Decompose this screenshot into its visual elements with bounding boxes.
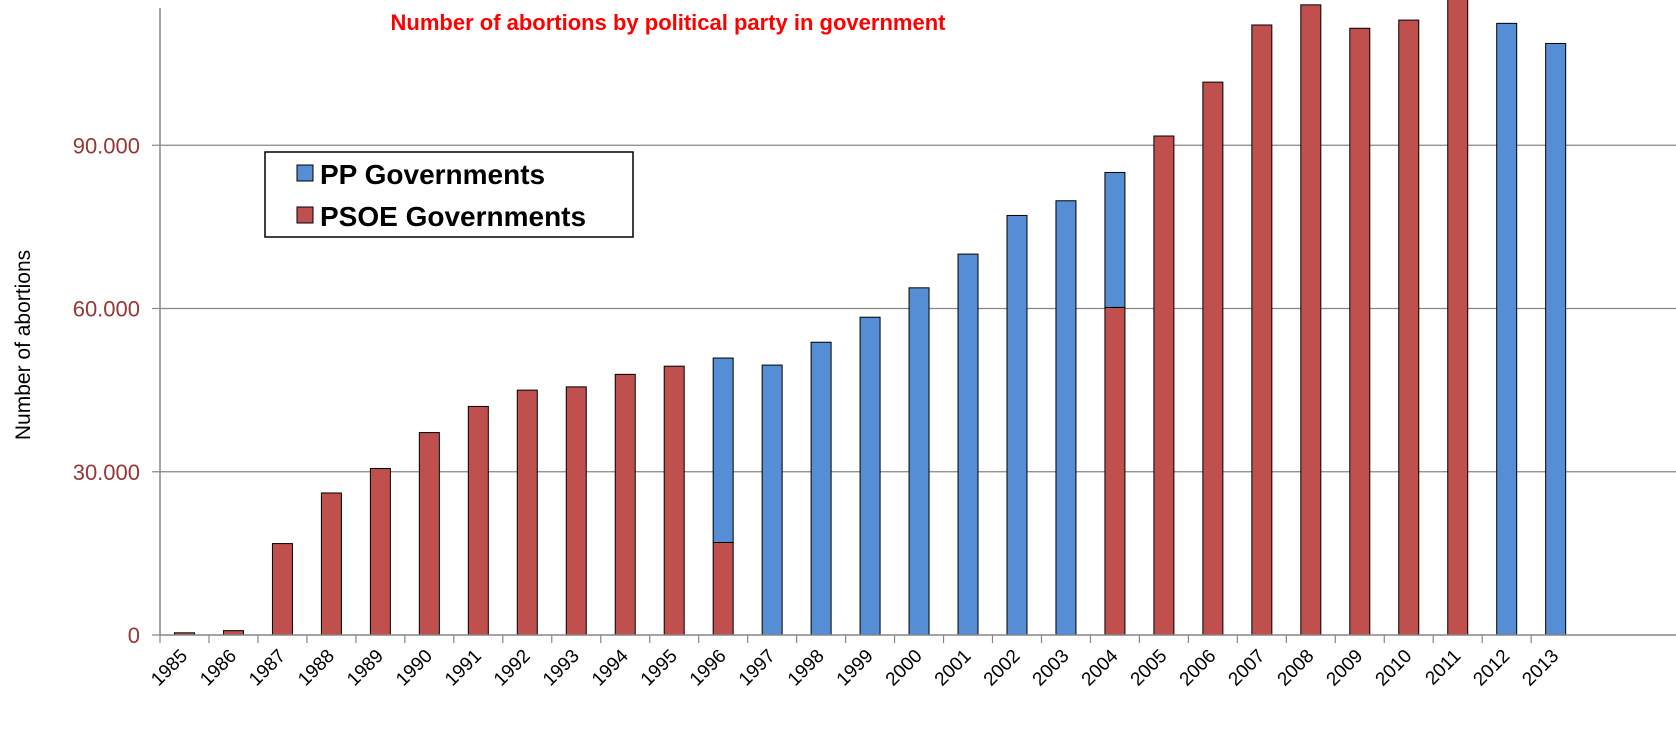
x-tick-label: 2012 <box>1469 646 1514 691</box>
bar-psoe-1989 <box>369 467 391 636</box>
bar-psoe-1991 <box>467 405 489 636</box>
x-tick-label: 1998 <box>784 646 829 691</box>
x-tick-label: 1996 <box>686 646 731 691</box>
x-tick-label: 2008 <box>1274 646 1319 691</box>
bar-psoe-2006 <box>1202 81 1224 636</box>
x-tick-label: 2004 <box>1078 645 1123 690</box>
bar-psoe-1992 <box>516 389 538 636</box>
bar-psoe-1993 <box>565 386 587 636</box>
bar-psoe-1987 <box>271 543 293 636</box>
x-tick-label: 1993 <box>539 646 584 691</box>
bar-psoe-2011 <box>1447 0 1469 636</box>
bar-pp-2004 <box>1104 171 1126 308</box>
x-tick-label: 2010 <box>1372 646 1417 691</box>
bar-psoe-1996 <box>712 541 734 636</box>
bar-psoe-2010 <box>1398 19 1420 636</box>
axes <box>152 8 1676 643</box>
x-tick-label: 2007 <box>1225 646 1270 691</box>
x-tick-label: 2002 <box>980 646 1025 691</box>
x-tick-label: 1987 <box>245 646 290 691</box>
x-tick-label: 2000 <box>882 646 927 691</box>
x-tick-label: 2001 <box>931 646 976 691</box>
x-tick-label: 1990 <box>392 646 437 691</box>
x-tick-label: 2013 <box>1518 646 1563 691</box>
x-tick-label: 1988 <box>294 646 339 691</box>
bar-pp-2012 <box>1496 22 1518 636</box>
bar-psoe-2007 <box>1251 24 1273 636</box>
x-tick-label: 1997 <box>735 646 780 691</box>
bar-pp-2001 <box>957 253 979 636</box>
bar-psoe-1995 <box>663 365 685 636</box>
legend: PP Governments PSOE Governments <box>264 151 634 238</box>
bar-pp-2003 <box>1055 200 1077 636</box>
y-tick-label: 0 <box>128 623 140 648</box>
bar-pp-1997 <box>761 364 783 636</box>
legend-label-psoe: PSOE Governments <box>320 201 586 232</box>
x-tick-label: 2011 <box>1422 646 1466 690</box>
legend-box <box>264 151 634 238</box>
y-axis-label: Number of abortions <box>12 250 35 440</box>
x-tick-label: 1989 <box>343 646 388 691</box>
chart-title: Number of abortions by political party i… <box>391 10 947 35</box>
x-tick-label: 1995 <box>637 646 682 691</box>
bar-psoe-2005 <box>1153 135 1175 636</box>
x-tick-label: 1994 <box>588 645 633 690</box>
x-tick-label: 1991 <box>441 646 486 691</box>
y-tick-label: 60.000 <box>73 297 140 322</box>
x-tick-label: 2006 <box>1176 646 1221 691</box>
y-tick-label: 30.000 <box>73 460 140 485</box>
x-tick-label: 1999 <box>833 646 878 691</box>
bar-psoe-2004 <box>1104 306 1126 636</box>
bar-pp-2013 <box>1545 42 1567 636</box>
x-tick-label: 2003 <box>1029 646 1074 691</box>
legend-label-pp: PP Governments <box>320 159 545 190</box>
bar-psoe-1990 <box>418 432 440 636</box>
bar-pp-1998 <box>810 341 832 636</box>
bar-pp-1996 <box>712 357 734 543</box>
bar-psoe-1994 <box>614 373 636 636</box>
bar-pp-1999 <box>859 316 881 636</box>
bar-psoe-2008 <box>1300 4 1322 636</box>
x-tick-label: 2009 <box>1323 646 1368 691</box>
legend-swatch-psoe <box>296 206 314 224</box>
x-tick-label: 2005 <box>1127 646 1172 691</box>
bar-psoe-1988 <box>320 492 342 636</box>
y-tick-label: 90.000 <box>73 133 140 158</box>
bar-psoe-2009 <box>1349 27 1371 636</box>
x-tick-label: 1986 <box>196 646 241 691</box>
bar-pp-2002 <box>1006 214 1028 636</box>
bars <box>174 0 1567 636</box>
x-tick-label: 1985 <box>147 646 192 691</box>
x-tick-label: 1992 <box>490 646 535 691</box>
bar-pp-2000 <box>908 287 930 636</box>
legend-swatch-pp <box>296 164 314 182</box>
